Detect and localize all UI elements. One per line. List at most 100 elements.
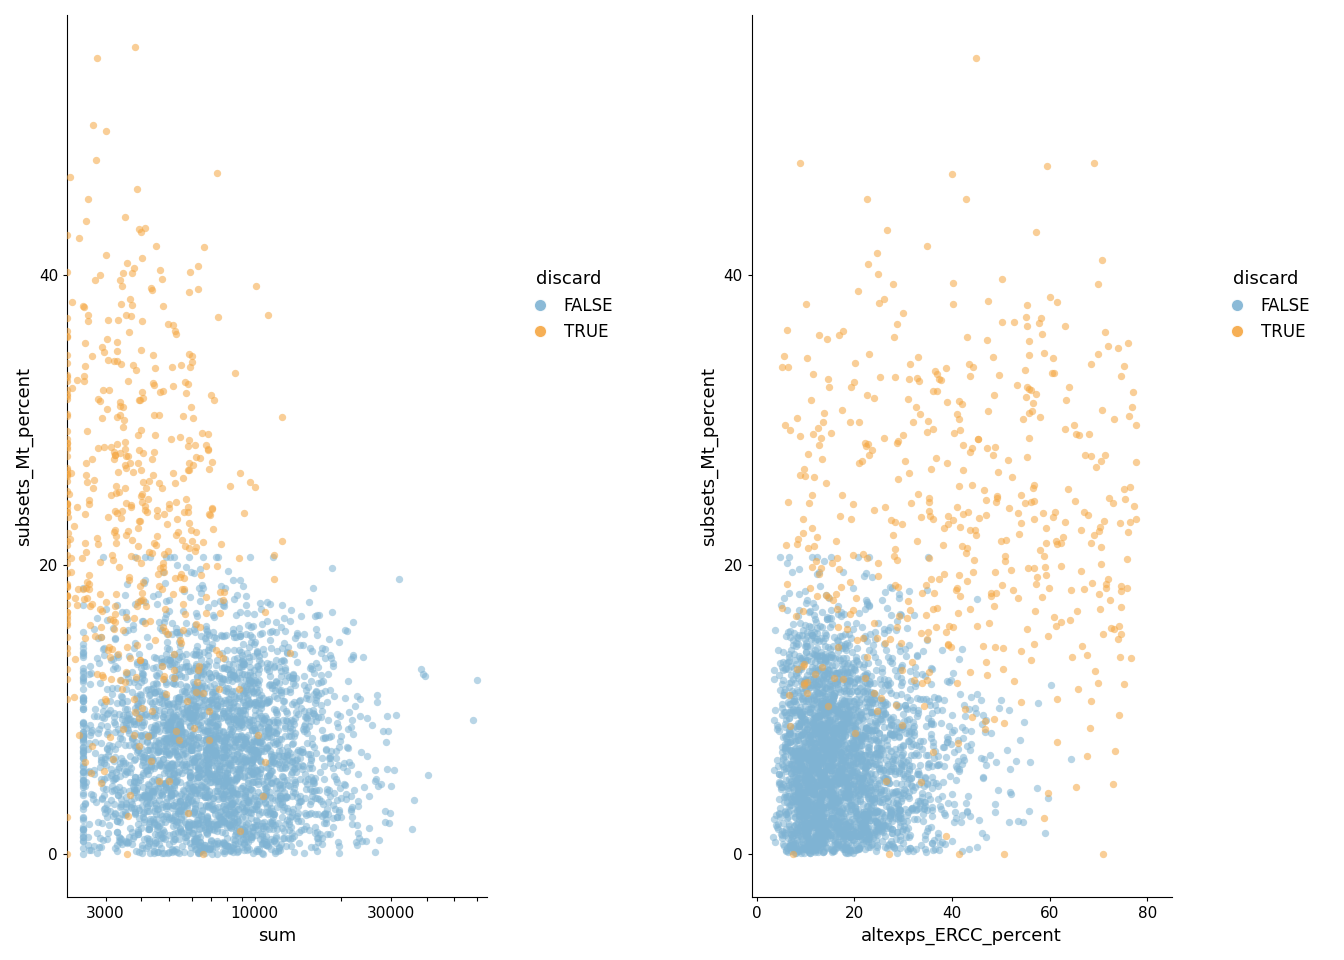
Point — [310, 640, 332, 656]
Point — [103, 725, 125, 740]
Point — [169, 803, 191, 818]
Point — [793, 786, 814, 802]
Point — [864, 696, 886, 711]
Point — [809, 726, 831, 741]
Point — [831, 795, 852, 810]
Point — [771, 700, 793, 715]
Point — [810, 752, 832, 767]
Point — [151, 786, 172, 802]
Point — [788, 841, 809, 856]
Point — [208, 770, 230, 785]
Point — [176, 659, 198, 674]
Point — [141, 750, 163, 765]
Point — [821, 666, 843, 682]
Point — [844, 716, 866, 732]
Point — [847, 672, 868, 687]
Point — [177, 775, 199, 790]
Point — [775, 731, 797, 746]
Point — [824, 755, 845, 770]
Point — [796, 801, 817, 816]
Point — [129, 392, 151, 407]
Point — [825, 772, 847, 787]
Point — [192, 581, 214, 596]
Point — [905, 780, 926, 795]
Point — [187, 685, 208, 701]
Point — [907, 766, 929, 781]
Point — [823, 638, 844, 654]
Point — [835, 753, 856, 768]
Point — [175, 762, 196, 778]
Point — [199, 692, 220, 708]
Point — [250, 601, 271, 616]
Point — [872, 804, 894, 820]
Point — [773, 672, 794, 687]
Point — [180, 522, 202, 538]
Point — [960, 602, 981, 617]
Point — [825, 729, 847, 744]
Point — [56, 504, 78, 519]
Point — [823, 827, 844, 842]
Point — [91, 641, 113, 657]
Point — [267, 683, 289, 698]
Point — [773, 795, 794, 810]
Point — [204, 722, 226, 737]
Point — [159, 715, 180, 731]
Point — [269, 842, 290, 857]
Point — [788, 792, 809, 807]
Point — [73, 829, 94, 845]
Point — [809, 826, 831, 841]
Point — [199, 699, 220, 714]
Point — [117, 836, 138, 852]
Point — [794, 827, 816, 842]
Point — [200, 744, 222, 759]
Point — [786, 671, 808, 686]
Point — [67, 581, 89, 596]
Point — [793, 675, 814, 690]
Point — [868, 819, 890, 834]
Point — [855, 731, 876, 746]
Point — [159, 747, 180, 762]
Point — [836, 801, 857, 816]
Point — [190, 843, 211, 858]
Point — [856, 720, 878, 735]
Point — [192, 534, 214, 549]
Point — [809, 768, 831, 783]
Point — [810, 811, 832, 827]
Point — [134, 727, 156, 742]
Point — [198, 800, 219, 815]
Point — [821, 788, 843, 804]
Point — [883, 718, 905, 733]
Point — [837, 714, 859, 730]
Point — [122, 617, 144, 633]
Point — [1012, 412, 1034, 427]
Point — [73, 774, 94, 789]
Point — [796, 815, 817, 830]
Point — [261, 757, 282, 773]
Point — [818, 677, 840, 692]
Point — [1043, 509, 1064, 524]
Point — [810, 744, 832, 759]
Point — [831, 699, 852, 714]
Point — [892, 718, 914, 733]
Point — [163, 670, 184, 685]
Point — [831, 706, 852, 721]
Point — [347, 817, 368, 832]
Point — [801, 803, 823, 818]
Point — [191, 659, 212, 674]
Point — [845, 615, 867, 631]
Point — [880, 513, 902, 528]
Point — [222, 722, 243, 737]
Point — [856, 767, 878, 782]
Point — [872, 791, 894, 806]
Point — [208, 725, 230, 740]
Point — [957, 788, 978, 804]
Point — [831, 819, 852, 834]
Point — [818, 758, 840, 774]
Point — [211, 733, 233, 749]
Point — [161, 787, 183, 803]
Point — [177, 706, 199, 721]
Point — [75, 468, 97, 483]
Point — [782, 840, 804, 855]
Point — [788, 748, 809, 763]
Point — [879, 675, 900, 690]
